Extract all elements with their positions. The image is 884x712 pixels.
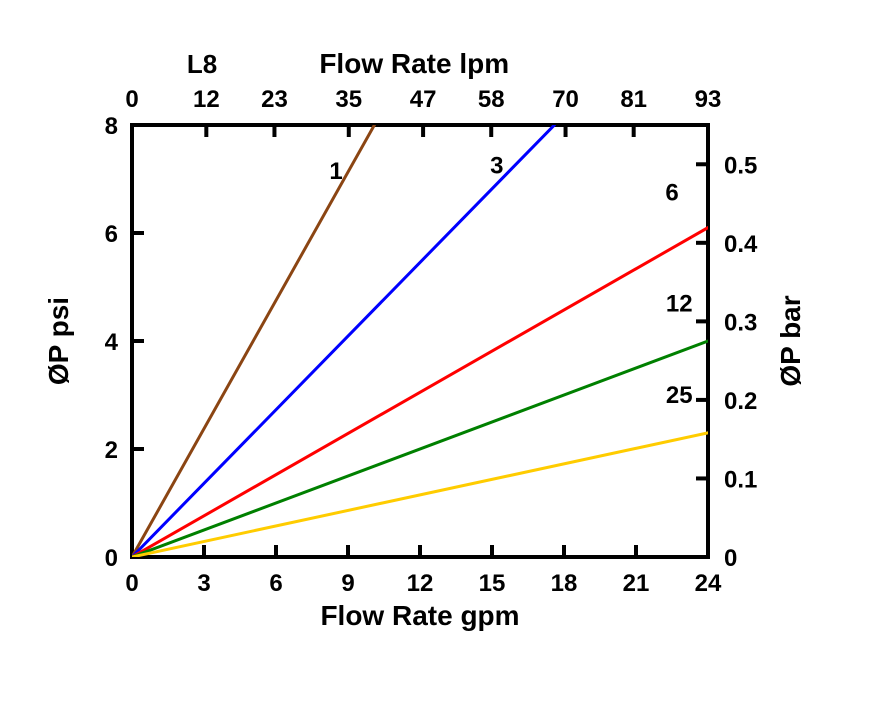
x-bottom-tick-label: 9	[341, 570, 354, 597]
x-bottom-tick-label: 6	[269, 570, 282, 597]
x-top-tick-label: 58	[478, 86, 505, 113]
chart-container: 03691215182124Flow Rate gpm0122335475870…	[0, 0, 884, 712]
x-top-tick-label: 35	[335, 86, 362, 113]
x-top-tick-label: 93	[695, 86, 722, 113]
series-label-12: 12	[666, 290, 693, 317]
x-top-axis-label: Flow Rate lpm	[319, 48, 509, 79]
x-top-tick-label: 0	[125, 86, 138, 113]
series-label-25: 25	[666, 382, 693, 409]
x-top-tick-label: 70	[552, 86, 579, 113]
x-bottom-tick-label: 24	[695, 570, 722, 597]
x-bottom-tick-label: 18	[551, 570, 578, 597]
y-left-tick-label: 6	[105, 221, 118, 248]
series-label-3: 3	[490, 153, 503, 180]
y-left-tick-label: 0	[105, 545, 118, 572]
x-bottom-tick-label: 15	[479, 570, 506, 597]
y-right-tick-label: 0.5	[724, 152, 757, 179]
series-label-6: 6	[665, 180, 678, 207]
y-left-tick-label: 4	[105, 329, 119, 356]
x-top-tick-label: 47	[410, 86, 437, 113]
x-bottom-tick-label: 21	[623, 570, 650, 597]
x-top-tick-label: 81	[620, 86, 647, 113]
series-label-1: 1	[329, 158, 342, 185]
pressure-flow-chart: 03691215182124Flow Rate gpm0122335475870…	[0, 0, 884, 712]
x-bottom-tick-label: 0	[125, 570, 138, 597]
x-top-tick-label: 12	[193, 86, 220, 113]
x-bottom-tick-label: 12	[407, 570, 434, 597]
x-top-tick-label: 23	[261, 86, 288, 113]
y-left-tick-label: 2	[105, 437, 118, 464]
y-left-axis-label: ØP psi	[43, 297, 74, 385]
y-right-tick-label: 0.1	[724, 466, 757, 493]
y-right-tick-label: 0.2	[724, 388, 757, 415]
y-right-tick-label: 0.3	[724, 309, 757, 336]
y-left-tick-label: 8	[105, 113, 118, 140]
y-right-tick-label: 0	[724, 545, 737, 572]
legend-label: L8	[187, 49, 217, 79]
x-bottom-tick-label: 3	[197, 570, 210, 597]
x-bottom-axis-label: Flow Rate gpm	[320, 600, 519, 631]
y-right-axis-label: ØP bar	[775, 295, 806, 386]
y-right-tick-label: 0.4	[724, 231, 758, 258]
